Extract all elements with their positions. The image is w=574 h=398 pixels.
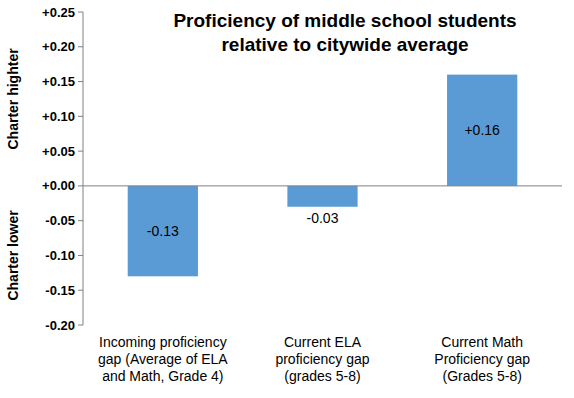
bars (128, 75, 518, 277)
y-tick-label: +0.05 (42, 144, 75, 159)
bar (287, 186, 357, 207)
y-tick-label: -0.05 (45, 213, 75, 228)
data-label: -0.03 (307, 210, 339, 226)
y-tick-label: +0.25 (42, 5, 75, 20)
title: Proficiency of middle school studentsrel… (173, 10, 516, 55)
y-tick (78, 255, 83, 256)
y-tick-label: -0.15 (45, 283, 75, 298)
y-tick (78, 290, 83, 291)
y-tick (78, 12, 83, 13)
y-tick-label: +0.00 (42, 178, 75, 193)
y-axis (83, 12, 84, 325)
y-tick (78, 220, 83, 221)
zero-line (83, 185, 562, 186)
y-tick (78, 81, 83, 82)
y-tick (78, 151, 83, 152)
y-tick (78, 46, 83, 47)
data-label: -0.13 (147, 223, 179, 239)
chart: -0.20 -0.15 -0.10 -0.05 +0.00 +0.05 +0.10 +0.15… (0, 0, 574, 398)
y-tick (78, 185, 83, 186)
y-tick-label: +0.20 (42, 39, 75, 54)
y-tick-label: -0.10 (45, 248, 75, 263)
data-label: +0.16 (464, 122, 500, 138)
bar (128, 186, 198, 276)
y-tick-label: +0.15 (42, 74, 75, 89)
side-label: Charter highter (5, 48, 21, 150)
bar (447, 75, 517, 186)
chart-container: -0.20 -0.15 -0.10 -0.05 +0.00 +0.05 +0.10 +0.15… (0, 0, 574, 398)
y-tick (78, 116, 83, 117)
y-tick-label: -0.20 (45, 318, 75, 333)
y-tick (78, 325, 83, 326)
side-label: Charter lower (5, 210, 21, 301)
category-label: Incoming proficiencygap (Average of ELAa… (98, 334, 228, 384)
category-label: Current MathProficiency gap(Grades 5-8) (434, 334, 530, 384)
category-label: Current ELAproficiency gap(grades 5-8) (275, 334, 369, 384)
y-tick-label: +0.10 (42, 109, 75, 124)
